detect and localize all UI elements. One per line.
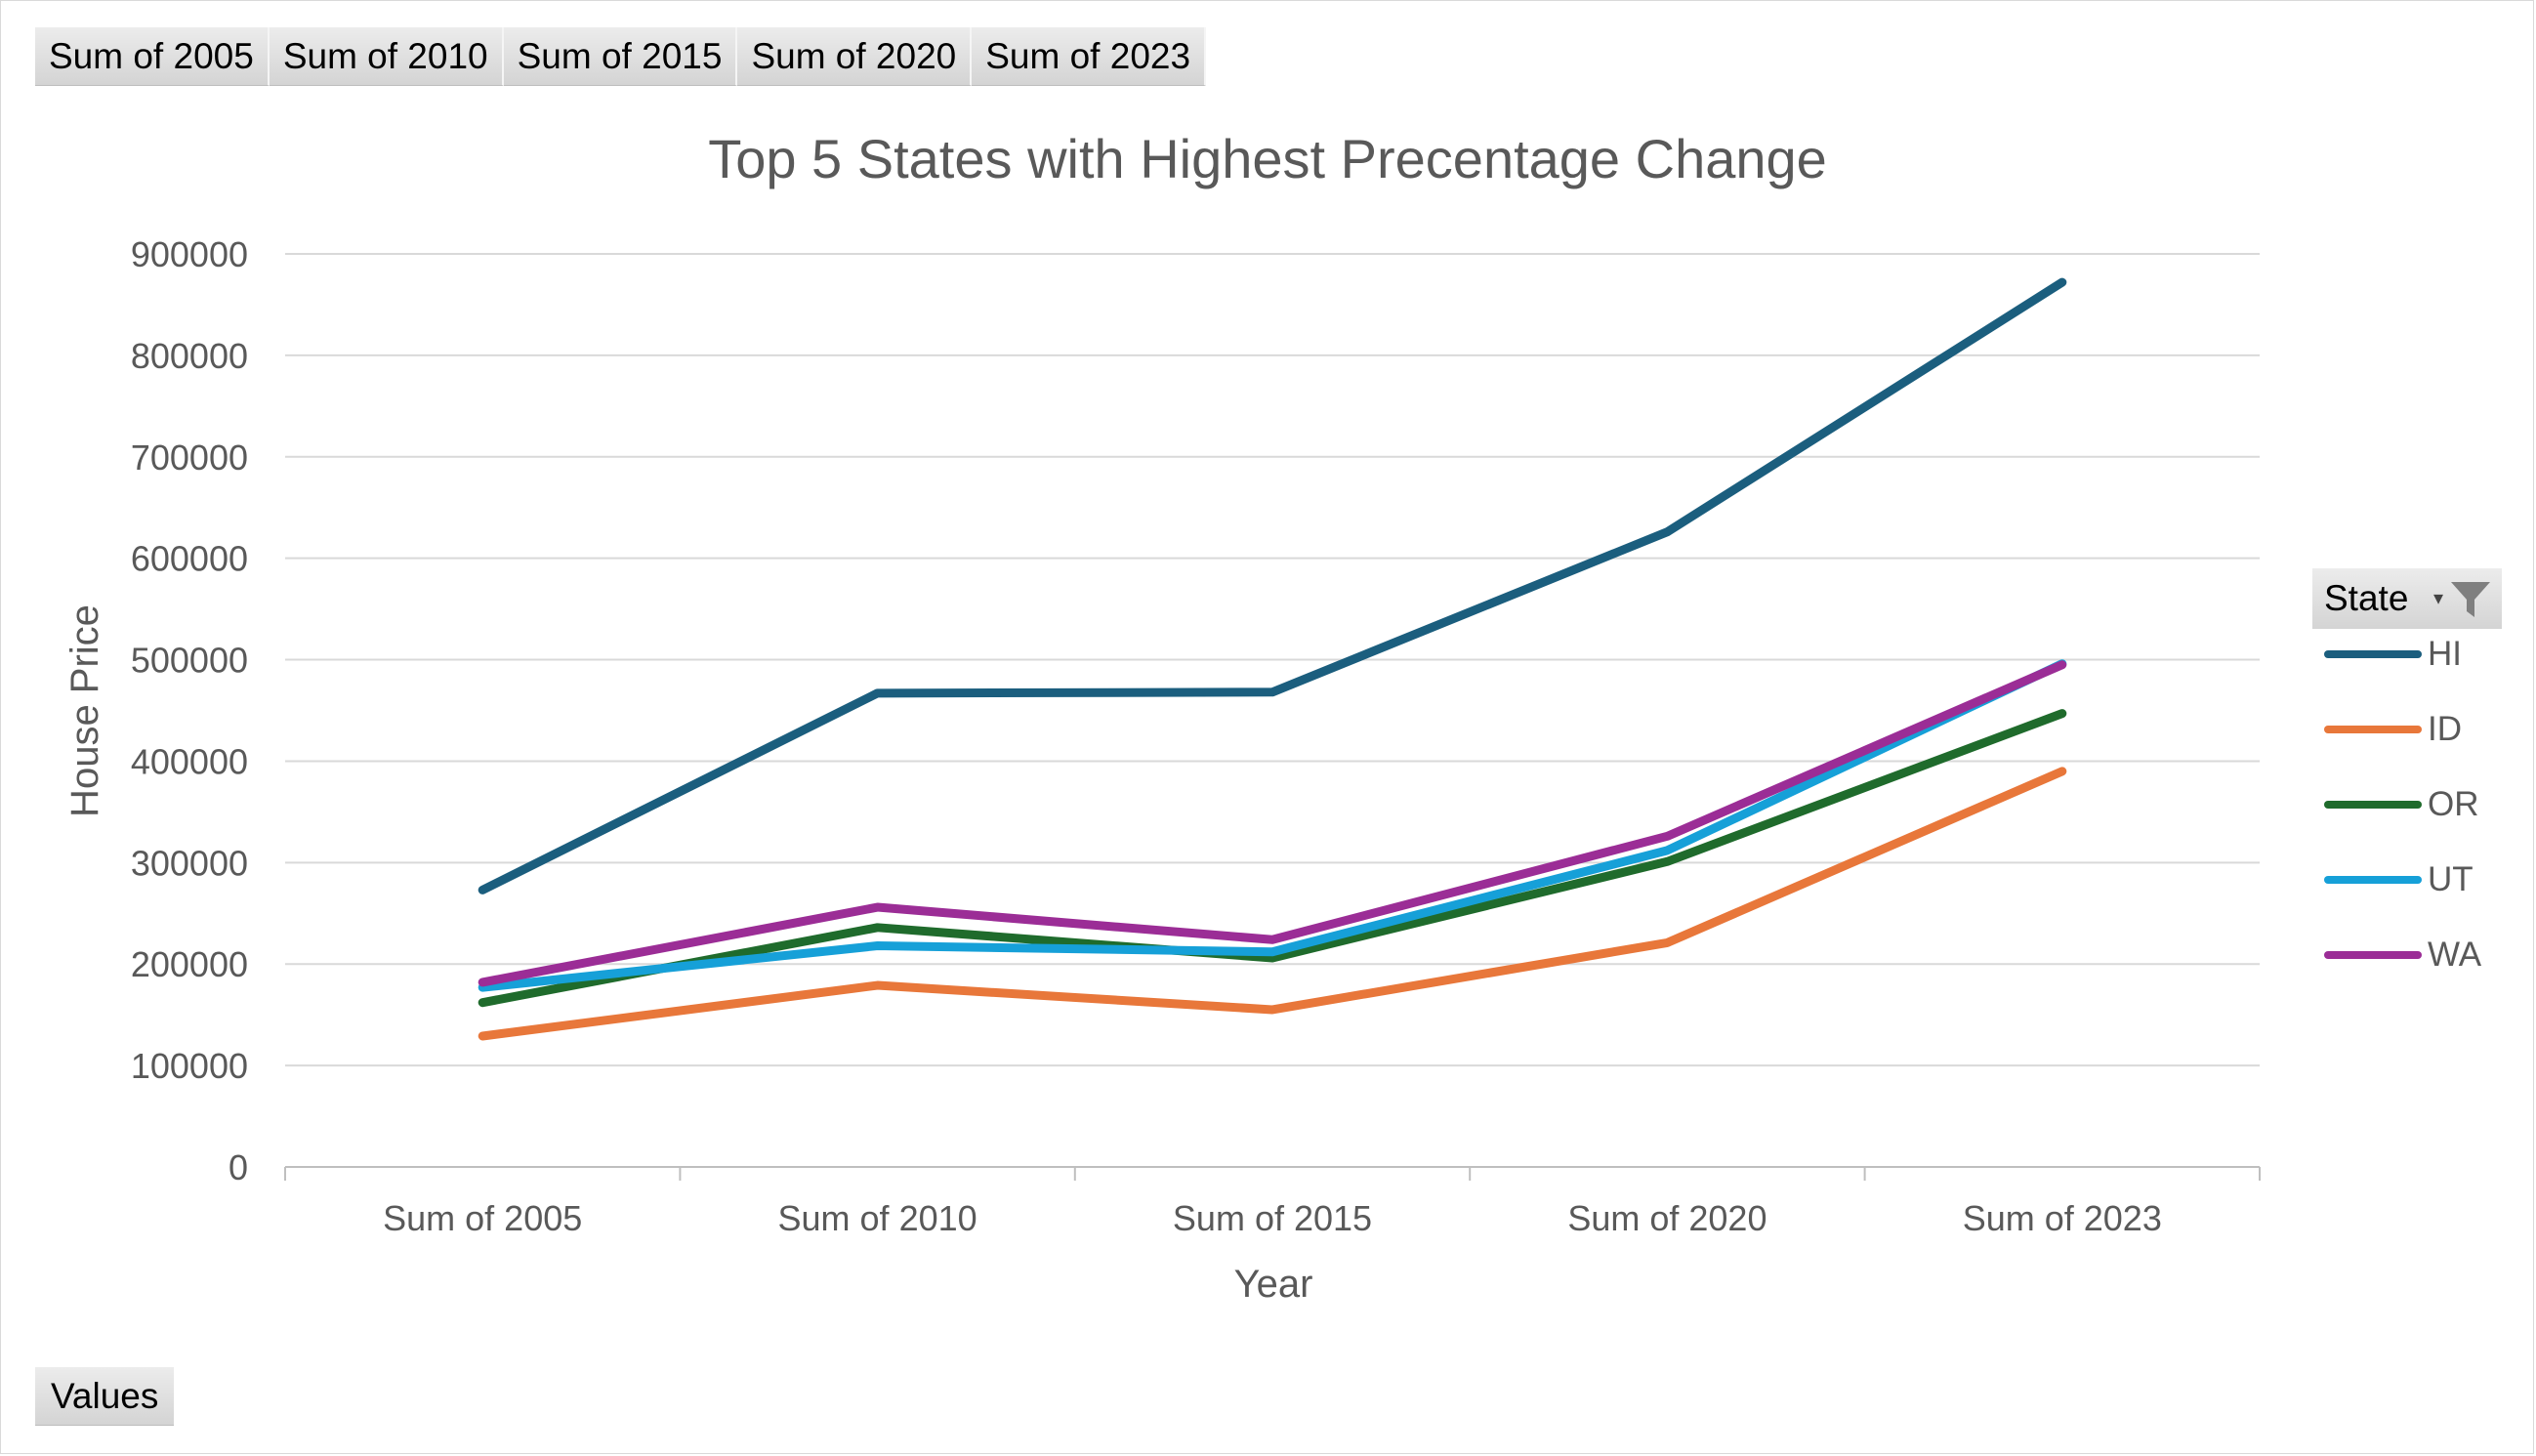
legend-label: HI <box>2428 635 2462 673</box>
y-axis-ticks: 0 100000 200000 300000 400000 500000 600000 700… <box>131 234 248 1187</box>
gridlines <box>284 253 2261 1181</box>
values-field-button[interactable]: Values <box>35 1367 175 1426</box>
series-line-id <box>478 767 2067 1041</box>
series-line-ut <box>478 659 2067 992</box>
field-button-sum-2023[interactable]: Sum of 2023 <box>972 27 1207 86</box>
legend-label: WA <box>2428 936 2482 974</box>
dropdown-arrow-icon: ▾ <box>2433 588 2444 609</box>
y-tick-label: 700000 <box>131 437 248 478</box>
x-axis-ticks: Sum of 2005 Sum of 2010 Sum of 2015 Sum of … <box>383 1198 2162 1238</box>
legend-title: State <box>2324 578 2409 618</box>
y-tick-label: 300000 <box>131 843 248 883</box>
legend-swatch <box>2324 801 2422 809</box>
y-axis-label: House Price <box>63 604 106 817</box>
series-line-or <box>478 709 2067 1008</box>
x-tick-label: Sum of 2023 <box>1963 1198 2162 1238</box>
y-tick-label: 800000 <box>131 336 248 376</box>
legend-item-id: ID <box>2324 710 2462 749</box>
x-tick-label: Sum of 2020 <box>1567 1198 1767 1238</box>
legend-item-or: OR <box>2324 785 2479 824</box>
legend-label: ID <box>2428 710 2462 748</box>
series-lines <box>478 277 2067 1041</box>
legend-item-ut: UT <box>2324 860 2474 899</box>
x-tick-label: Sum of 2005 <box>383 1198 582 1238</box>
legend-label: OR <box>2428 785 2479 823</box>
x-tick-label: Sum of 2010 <box>778 1198 977 1238</box>
y-tick-label: 500000 <box>131 641 248 681</box>
filter-icon[interactable] <box>2449 580 2492 619</box>
y-tick-label: 900000 <box>131 234 248 274</box>
field-button-sum-2015[interactable]: Sum of 2015 <box>503 27 738 86</box>
legend-swatch <box>2324 876 2422 884</box>
legend-item-hi: HI <box>2324 635 2462 674</box>
field-button-sum-2020[interactable]: Sum of 2020 <box>737 27 973 86</box>
legend-state-filter[interactable]: State ▾ <box>2312 568 2502 629</box>
y-tick-label: 0 <box>229 1147 248 1187</box>
column-field-buttons: Sum of 2005 Sum of 2010 Sum of 2015 Sum … <box>35 27 1207 86</box>
y-tick-label: 400000 <box>131 741 248 781</box>
field-button-sum-2010[interactable]: Sum of 2010 <box>269 27 504 86</box>
series-line-hi <box>478 277 2067 894</box>
x-axis-label: Year <box>1234 1263 1313 1306</box>
chart-title: Top 5 States with Highest Precentage Cha… <box>708 128 1827 189</box>
legend-swatch <box>2324 951 2422 959</box>
y-tick-label: 200000 <box>131 944 248 984</box>
series-line-wa <box>478 660 2067 987</box>
x-tick-label: Sum of 2015 <box>1173 1198 1372 1238</box>
legend-item-wa: WA <box>2324 936 2481 975</box>
field-button-sum-2005[interactable]: Sum of 2005 <box>35 27 270 86</box>
legend-label: UT <box>2428 860 2474 898</box>
legend-swatch <box>2324 650 2422 658</box>
legend-swatch <box>2324 726 2422 733</box>
y-tick-label: 100000 <box>131 1046 248 1086</box>
y-tick-label: 600000 <box>131 539 248 579</box>
